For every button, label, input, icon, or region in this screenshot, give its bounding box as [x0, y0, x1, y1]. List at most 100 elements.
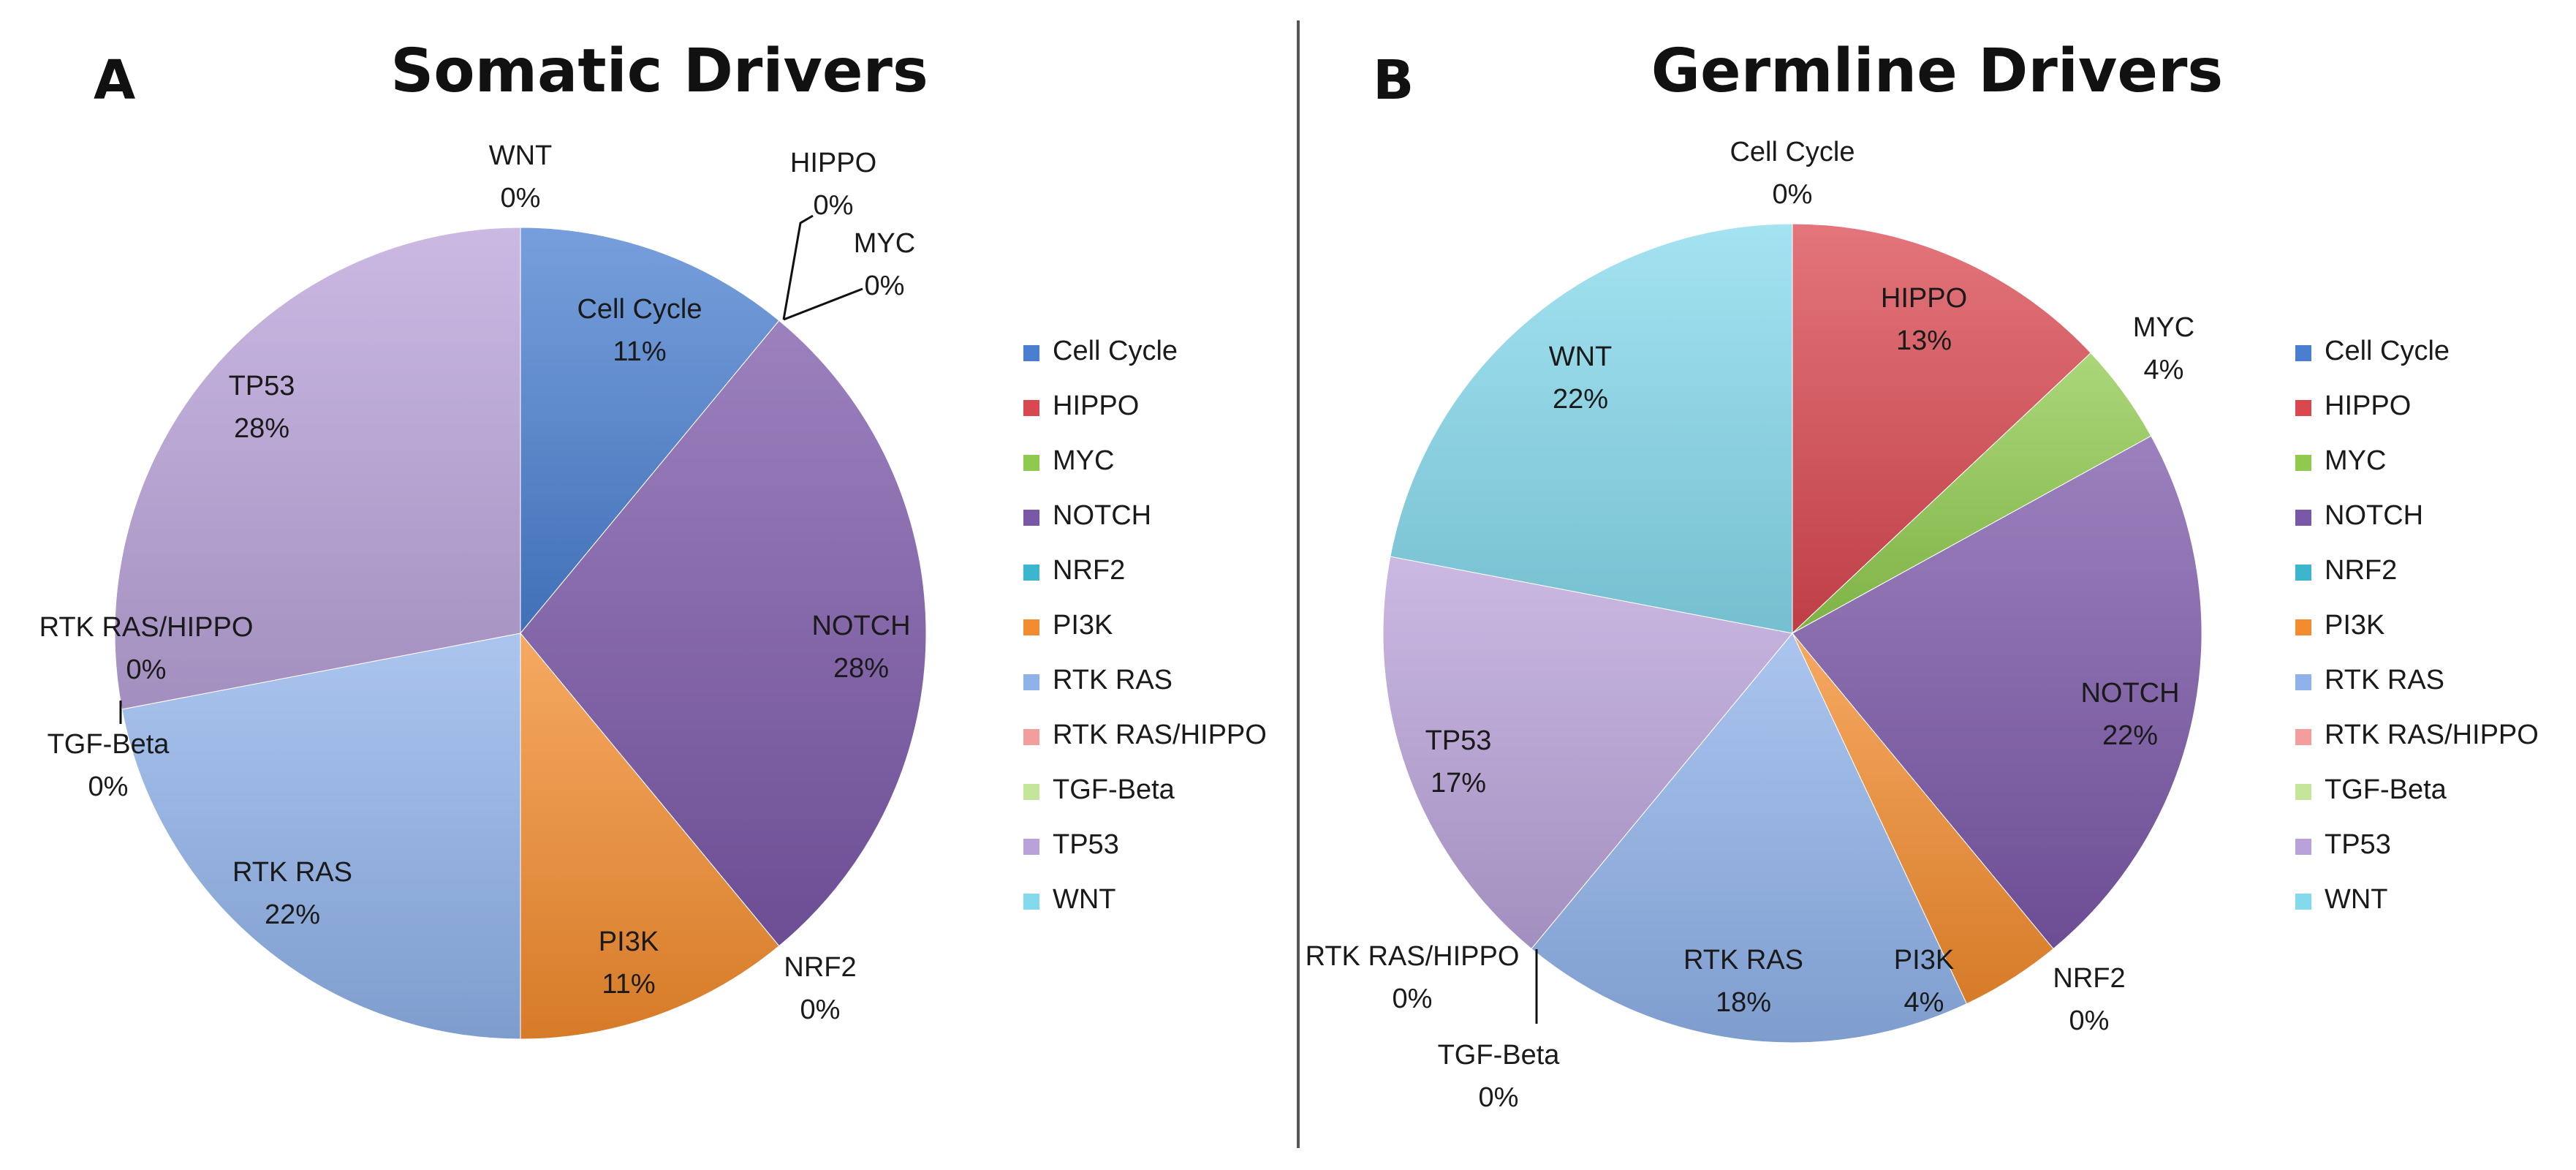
panel-a-legend-label-rtk-ras: RTK RAS [1053, 665, 1173, 695]
panel-b-value-pi3k: 4% [1904, 987, 1944, 1018]
panel-a-label-hippo: HIPPO [790, 148, 876, 178]
panel-a-slice-tp53 [114, 227, 521, 710]
panel-a-label-rtk-ras: RTK RAS [232, 857, 352, 888]
panel-b-value-nrf2: 0% [2069, 1005, 2110, 1036]
panel-b-legend-swatch-notch [2295, 510, 2311, 526]
panel-b-value-tp53: 17% [1431, 768, 1486, 799]
panel-a-legend-swatch-rtk-ras [1023, 674, 1039, 690]
panel-b-value-tgf-beta: 0% [1479, 1082, 1519, 1113]
panel-b-legend-label-nrf2: NRF2 [2325, 555, 2397, 586]
panel-a-legend-label-tgf-beta: TGF-Beta [1053, 774, 1175, 805]
panel-a-legend-label-pi3k: PI3K [1053, 610, 1113, 641]
panel-a-label-nrf2: NRF2 [784, 952, 856, 983]
panel-b-legend-swatch-tgf-beta [2295, 784, 2311, 800]
panel-b-legend-label-myc: MYC [2325, 445, 2386, 476]
panel-a-value-hippo: 0% [814, 190, 854, 221]
panel-b-label-rtk-ras: RTK RAS [1683, 945, 1803, 975]
panel-a-label-pi3k: PI3K [599, 926, 659, 957]
panel-b-legend-swatch-nrf2 [2295, 565, 2311, 581]
panel-a-value-pi3k: 11% [602, 969, 655, 1000]
panel-b-label-hippo: HIPPO [1881, 283, 1967, 314]
panel-a-legend-swatch-myc [1023, 455, 1039, 471]
panel-b-value-cell-cycle: 0% [1773, 179, 1813, 210]
panel-b-label-pi3k: PI3K [1894, 945, 1954, 975]
panel-a-value-myc: 0% [865, 271, 905, 301]
panel-a-legend: Cell Cycle HIPPO MYC NOTCH NRF2 PI3K RTK RAS RT… [1023, 336, 1267, 915]
panel-b-label-myc: MYC [2133, 312, 2194, 343]
panel-b-legend-label-tgf-beta: TGF-Beta [2325, 774, 2447, 805]
panel-a-leader-myc [783, 287, 863, 321]
panel-b-legend-swatch-rtk-ras-hippo [2295, 729, 2311, 745]
panel-b-legend-swatch-tp53 [2295, 839, 2311, 855]
panel-a-legend-swatch-nrf2 [1023, 565, 1039, 581]
panel-b-title: Germline Drivers [1651, 37, 2223, 106]
panel-b-value-rtk-ras-hippo: 0% [1393, 984, 1433, 1014]
panel-a-value-tgf-beta: 0% [88, 771, 129, 802]
panel-a-pie [114, 227, 927, 1040]
panel-a-legend-label-hippo: HIPPO [1053, 390, 1139, 421]
panel-a-legend-label-notch: NOTCH [1053, 500, 1151, 531]
panel-b-slice-wnt [1390, 223, 1793, 634]
panel-b-legend-label-pi3k: PI3K [2325, 610, 2384, 641]
panel-b-legend-label-tp53: TP53 [2325, 829, 2391, 860]
panel-a-legend-swatch-hippo [1023, 400, 1039, 416]
panel-a-label-tgf-beta: TGF-Beta [48, 729, 170, 760]
panel-a-legend-swatch-cell-cycle [1023, 345, 1039, 361]
panel-a-slice-pi3k [520, 632, 780, 1040]
panel-b-slice-notch [1792, 435, 2202, 950]
panel-b-legend-swatch-myc [2295, 455, 2311, 471]
panel-b-label-cell-cycle: Cell Cycle [1730, 137, 1855, 167]
panel-a-slice-cell-cycle [520, 227, 780, 635]
panel-b-legend-label-rtk-ras: RTK RAS [2325, 665, 2444, 695]
panel-a-legend-swatch-wnt [1023, 894, 1039, 910]
panel-b-slice-tp53 [1382, 556, 1793, 950]
panel-a-legend-swatch-tp53 [1023, 839, 1039, 855]
panel-b-legend-label-cell-cycle: Cell Cycle [2325, 336, 2450, 366]
panel-b-label-notch: NOTCH [2080, 678, 2179, 709]
panel-a-label-myc: MYC [854, 228, 915, 259]
panel-b-letter: B [1373, 49, 1414, 112]
panel-a-label-notch: NOTCH [811, 611, 910, 641]
panel-b-value-notch: 22% [2102, 720, 2158, 751]
panel-b-value-myc: 4% [2144, 355, 2184, 385]
panel-b-legend-swatch-rtk-ras [2295, 674, 2311, 690]
panel-a-value-tp53: 28% [234, 413, 289, 444]
panel-a-label-rtk-ras-hippo: RTK RAS/HIPPO [39, 612, 254, 643]
panel-b-label-rtk-ras-hippo: RTK RAS/HIPPO [1306, 941, 1520, 972]
panel-b-legend-swatch-hippo [2295, 400, 2311, 416]
panel-b-legend-swatch-wnt [2295, 894, 2311, 910]
panel-a-legend-label-tp53: TP53 [1053, 829, 1119, 860]
panel-b-legend-label-hippo: HIPPO [2325, 390, 2411, 421]
panel-a-slice-labels: Cell Cycle11%HIPPO0%MYC0%NOTCH28%NRF20%P… [39, 140, 916, 1025]
panel-a-value-nrf2: 0% [800, 994, 841, 1025]
panel-b-slice-labels: Cell Cycle 0% HIPPO 13% MYC 4% NOTCH 22% NRF2 0% P… [1306, 137, 2195, 1113]
panel-a-legend-swatch-notch [1023, 510, 1039, 526]
panel-a-title: Somatic Drivers [390, 37, 928, 106]
panel-a-label-tp53: TP53 [229, 371, 295, 401]
panel-a-leader-hippo [782, 214, 814, 320]
panel-a-legend-label-myc: MYC [1053, 445, 1114, 476]
panel-a-letter: A [94, 49, 135, 112]
panel-b-value-rtk-ras: 18% [1716, 987, 1771, 1018]
panel-b-label-wnt: WNT [1549, 341, 1613, 372]
panel-a-legend-swatch-rtk-ras-hippo [1023, 729, 1039, 745]
panel-a-legend-label-wnt: WNT [1053, 884, 1116, 915]
panel-b-legend-label-rtk-ras-hippo: RTK RAS/HIPPO [2325, 720, 2539, 750]
panel-a-value-cell-cycle: 11% [613, 336, 666, 367]
panel-b-pie [1382, 223, 2202, 1043]
panel-b-legend-swatch-pi3k [2295, 619, 2311, 635]
panel-b-label-nrf2: NRF2 [2053, 963, 2125, 994]
panel-b-value-wnt: 22% [1553, 384, 1608, 415]
panel-b-slice-hippo [1792, 223, 2091, 635]
panel-a-slice-notch [520, 320, 927, 947]
panel-b-label-tgf-beta: TGF-Beta [1438, 1040, 1561, 1071]
panel-b-legend: Cell Cycle HIPPO MYC NOTCH NRF2 PI3K RTK RAS RT… [2295, 336, 2539, 915]
panel-b-label-tp53: TP53 [1425, 725, 1492, 756]
panel-a-legend-label-rtk-ras-hippo: RTK RAS/HIPPO [1053, 720, 1267, 750]
panel-a-label-wnt: WNT [489, 140, 553, 171]
panel-b-slice-rtk-ras [1531, 633, 1968, 1043]
panel-a-legend-label-nrf2: NRF2 [1053, 555, 1125, 586]
panel-a-legend-swatch-tgf-beta [1023, 784, 1039, 800]
panel-b-legend-label-wnt: WNT [2325, 884, 2388, 915]
